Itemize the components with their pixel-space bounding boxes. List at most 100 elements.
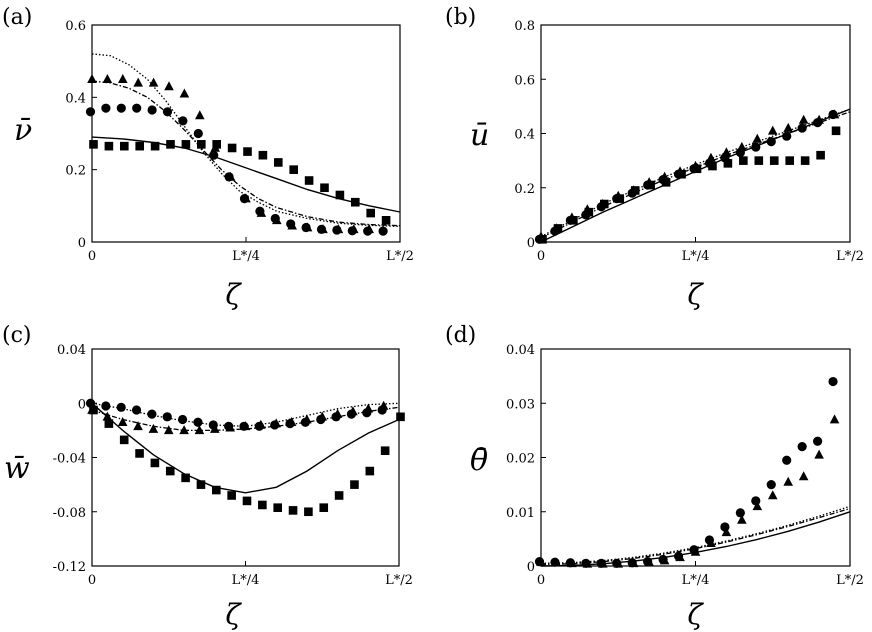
panel-a-point-triangles bbox=[333, 224, 344, 234]
panel-c-point-circles bbox=[85, 398, 96, 408]
panel-b-point-squares bbox=[739, 156, 748, 165]
panel-b-point-triangles bbox=[737, 141, 747, 151]
panel-b-ytick-label: 0.2 bbox=[514, 182, 535, 197]
panel-a-ytick-label: 0.4 bbox=[65, 91, 86, 106]
panel-c-point-triangles bbox=[194, 425, 205, 435]
panel-d-point-triangles bbox=[783, 476, 793, 486]
panel-a-point-squares bbox=[274, 158, 283, 167]
panel-c-ticks: 0 L*/4 L*/2 -0.12 -0.08 -0.04 0 0.04 bbox=[53, 343, 413, 588]
panel-b-label: (b) bbox=[445, 5, 476, 30]
panel-d-ytick-label: 0 bbox=[527, 560, 535, 575]
panel-a-point-squares bbox=[335, 190, 345, 200]
panel-b-point-triangles bbox=[706, 152, 716, 162]
panel-c-point-squares bbox=[227, 491, 236, 500]
panel-b-point-squares bbox=[600, 199, 609, 209]
panel-a-point-circles bbox=[85, 107, 96, 117]
panel-b-point-squares bbox=[708, 161, 717, 171]
panel-a-point-squares bbox=[304, 176, 314, 185]
panel-c-point-squares bbox=[212, 485, 221, 495]
panel-a-point-squares bbox=[120, 141, 129, 151]
panel-c-point-squares bbox=[150, 458, 160, 468]
panel-d-ytick-label: 0.03 bbox=[506, 397, 535, 412]
panel-c-point-squares bbox=[104, 419, 114, 428]
panel-a-point-squares bbox=[366, 208, 375, 218]
panel-d-ytick-label: 0.04 bbox=[506, 343, 535, 358]
panel-b-point-triangles bbox=[752, 133, 763, 143]
panel-c-point-triangles bbox=[133, 421, 143, 431]
panel-d-ylabel: θ̄ bbox=[470, 443, 488, 478]
panel-d-point-triangles bbox=[767, 490, 778, 500]
panel-c-point-squares bbox=[89, 405, 98, 415]
panel-b-point-squares bbox=[831, 126, 841, 136]
panel-d-line-dashdot bbox=[540, 507, 851, 566]
panel-b-point-circles bbox=[782, 131, 792, 141]
panel-a-line-dotted bbox=[91, 53, 401, 228]
panel-b-point-squares bbox=[816, 150, 825, 160]
panel-a-ytick-label: 0 bbox=[78, 236, 86, 251]
panel-a-point-triangles bbox=[195, 110, 205, 120]
panel-c-point-squares bbox=[196, 480, 206, 489]
panel-c-point-squares bbox=[273, 503, 282, 512]
panel-b-point-triangles bbox=[767, 125, 778, 135]
panel-a-point-triangles bbox=[225, 171, 236, 181]
panel-c-point-squares bbox=[304, 507, 313, 517]
panel-c-point-triangles bbox=[348, 406, 358, 416]
panel-a-point-squares bbox=[212, 140, 221, 149]
panel-b-ticks: 0 L*/4 L*/2 0 0.2 0.4 0.6 0.8 bbox=[514, 19, 864, 264]
panel-a-point-circles bbox=[147, 105, 157, 115]
panel-b-point-circles bbox=[797, 123, 807, 133]
panel-b-ytick-label: 0.8 bbox=[514, 19, 535, 34]
panel-c-point-triangles bbox=[332, 408, 343, 418]
panel-d-point-triangles bbox=[598, 558, 608, 568]
panel-a-point-squares bbox=[289, 165, 298, 174]
panel-b-point-squares bbox=[661, 178, 671, 187]
panel-d-point-triangles bbox=[690, 546, 701, 556]
panel-a-point-circles bbox=[116, 103, 126, 113]
panel-a-point-triangles bbox=[164, 81, 174, 91]
panel-b-point-squares bbox=[553, 224, 563, 233]
panel-b-point-squares bbox=[692, 164, 702, 174]
panel-d-xtick-label: 0 bbox=[537, 573, 545, 588]
panel-a-point-circles bbox=[132, 103, 142, 113]
panel-a-point-circles bbox=[162, 107, 173, 117]
panel-c-point-squares bbox=[319, 503, 329, 512]
panel-b-xlabel: ζ bbox=[687, 278, 704, 311]
panel-a-point-triangles bbox=[256, 207, 267, 217]
panel-c-point-triangles bbox=[286, 417, 297, 427]
panel-b-point-squares bbox=[769, 156, 779, 165]
panel-c-point-squares bbox=[380, 446, 390, 456]
panel-c-point-triangles bbox=[317, 411, 328, 421]
panel-a-point-squares bbox=[381, 216, 391, 225]
panel-c-point-circles bbox=[101, 401, 111, 411]
panel-b-point-squares bbox=[630, 186, 640, 195]
panel-a-frame bbox=[91, 24, 401, 243]
panel-c-markers bbox=[85, 398, 405, 517]
panel-a-line-solid bbox=[91, 136, 401, 213]
panel-b-point-squares bbox=[723, 159, 733, 168]
panel-b-point-triangles bbox=[829, 109, 840, 119]
panel-d-point-circles bbox=[797, 442, 807, 452]
panel-c-point-circles bbox=[193, 417, 203, 427]
panel-a-point-triangles bbox=[179, 88, 190, 98]
panel-c-xtick-label: 0 bbox=[88, 573, 96, 588]
panel-d-point-circles bbox=[766, 480, 776, 490]
panel-b-markers bbox=[534, 109, 841, 244]
panel-c-point-triangles bbox=[302, 414, 312, 424]
panel-d-xlabel: ζ bbox=[687, 598, 704, 631]
panel-c-ytick-label: -0.04 bbox=[53, 452, 86, 467]
panel-c-ytick-label: -0.12 bbox=[53, 560, 86, 575]
panel-b-point-triangles bbox=[814, 114, 824, 124]
panel-a-point-squares bbox=[243, 147, 252, 156]
panel-a: (a) ν̄ ζ 0 L*/4 L*/2 0 0.2 0.4 0.6 bbox=[2, 5, 414, 311]
panel-c-point-squares bbox=[242, 496, 252, 506]
panel-a-point-squares bbox=[227, 143, 237, 153]
panel-d-point-triangles bbox=[706, 538, 716, 548]
panel-c-point-circles bbox=[131, 405, 142, 415]
panel-d-line-solid bbox=[540, 511, 851, 567]
panel-b-xtick-label: L*/4 bbox=[682, 249, 710, 264]
panel-d-ytick-label: 0.01 bbox=[506, 506, 535, 521]
panel-a-label: (a) bbox=[2, 5, 32, 30]
panel-b-ytick-label: 0.4 bbox=[514, 128, 535, 143]
panel-d-point-triangles bbox=[675, 552, 685, 562]
panel-b-point-circles bbox=[766, 137, 776, 147]
